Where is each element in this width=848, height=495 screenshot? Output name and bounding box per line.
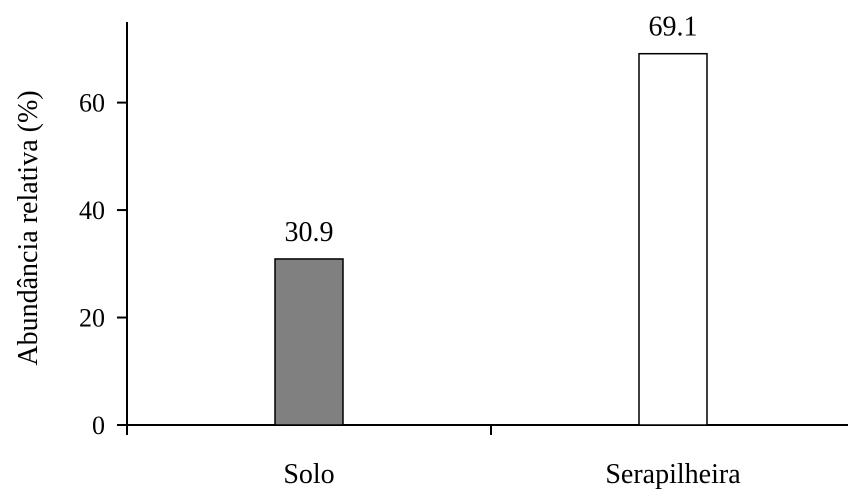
bar [274,258,344,426]
y-tick-label: 60 [79,89,105,118]
y-tick-label: 20 [79,304,105,333]
x-tick-label: Serapilheira [605,459,741,490]
y-axis-title: Abundância relativa (%) [13,90,44,365]
bar [638,52,708,426]
data-label: 30.9 [285,217,334,248]
data-label: 69.1 [649,12,698,43]
plot-area: 0 20 40 60 30.9 Solo 69.1 Serapilheira [79,12,848,490]
x-tick-label: Solo [283,459,334,490]
y-tick-label: 0 [92,411,105,440]
y-tick-label: 40 [79,196,105,225]
